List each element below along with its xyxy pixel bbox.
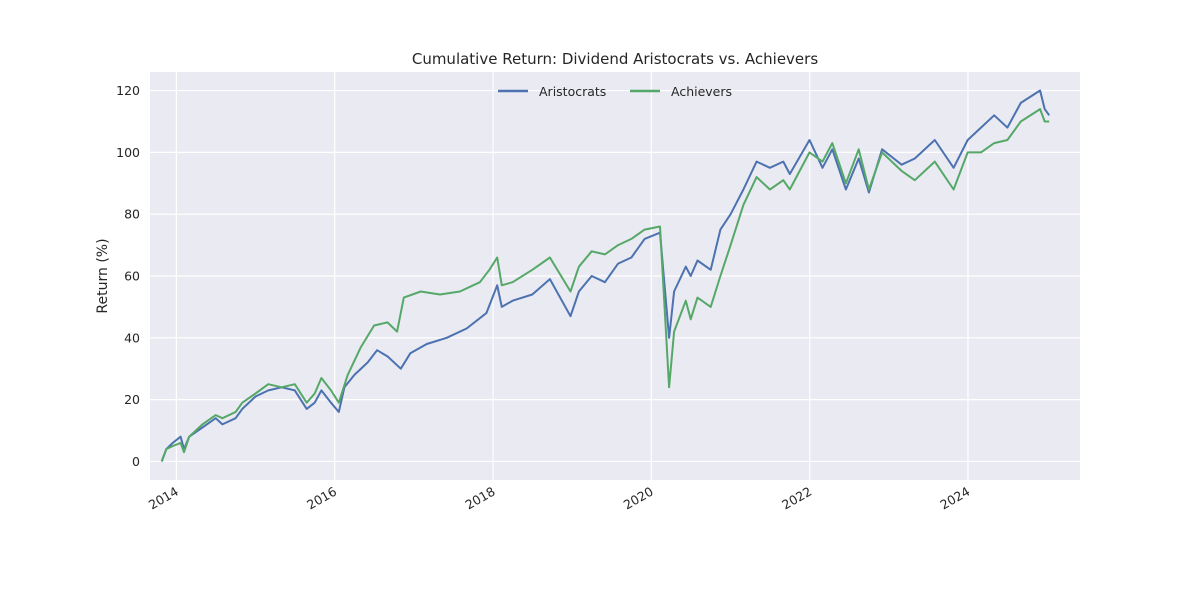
y-tick-label-20: 20 <box>124 392 140 407</box>
y-tick-label-0: 0 <box>132 454 140 469</box>
chart-title: Cumulative Return: Dividend Aristocrats … <box>412 50 818 68</box>
legend-label-achievers: Achievers <box>671 84 732 99</box>
x-tick-label-2024: 2024 <box>937 484 972 513</box>
y-tick-label-100: 100 <box>116 145 140 160</box>
legend-label-aristocrats: Aristocrats <box>539 84 606 99</box>
x-axis-ticks: 2014 2016 2018 2020 2022 2024 <box>146 484 973 513</box>
legend: Aristocrats Achievers <box>498 84 732 99</box>
y-tick-label-40: 40 <box>124 330 140 345</box>
y-axis-ticks: 0 20 40 60 80 100 120 <box>116 83 140 469</box>
y-axis-label: Return (%) <box>95 238 111 313</box>
y-tick-label-120: 120 <box>116 83 140 98</box>
series-line-achievers <box>160 108 1050 462</box>
x-tick-label-2018: 2018 <box>463 484 498 513</box>
y-tick-label-60: 60 <box>124 269 140 284</box>
y-tick-label-80: 80 <box>124 207 140 222</box>
x-tick-label-2016: 2016 <box>304 484 339 513</box>
x-tick-label-2022: 2022 <box>779 484 814 513</box>
x-tick-label-2020: 2020 <box>621 484 656 513</box>
x-tick-label-2014: 2014 <box>146 484 181 513</box>
grid <box>150 72 1080 480</box>
series-lines <box>160 89 1051 462</box>
